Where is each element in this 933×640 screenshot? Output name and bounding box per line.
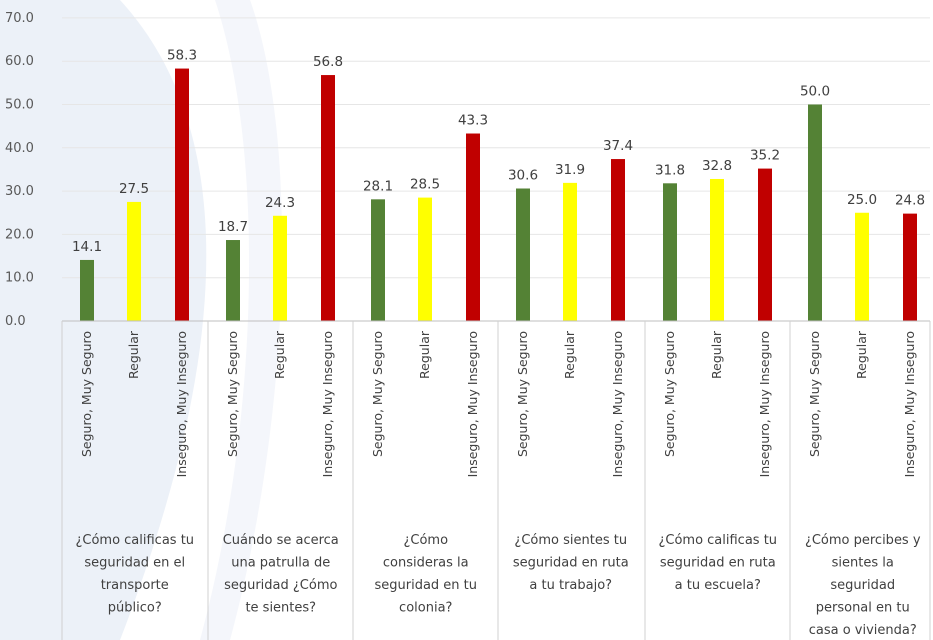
category-label: Seguro, Muy Seguro xyxy=(79,331,94,457)
bar xyxy=(758,168,772,321)
category-label: Regular xyxy=(709,330,724,379)
category-label: Seguro, Muy Seguro xyxy=(807,331,822,457)
group-label-line: seguridad en ruta xyxy=(513,556,629,571)
data-label: 14.1 xyxy=(72,239,102,255)
data-label: 58.3 xyxy=(167,48,197,64)
category-label: Regular xyxy=(854,330,869,379)
y-tick-label: 20.0 xyxy=(5,227,34,242)
category-labels: Seguro, Muy Seguro Regular Inseguro, Muy I… xyxy=(79,330,917,477)
group-label-line: seguridad en tu xyxy=(374,578,477,593)
category-label: Inseguro, Muy Inseguro xyxy=(610,331,625,477)
group-label-line: seguridad ¿Cómo xyxy=(224,578,337,593)
y-axis-ticks: 0.0 10.0 20.0 30.0 40.0 50.0 60.0 70.0 xyxy=(5,11,34,329)
bar xyxy=(273,215,287,321)
bar xyxy=(466,133,480,321)
data-label: 28.5 xyxy=(410,177,440,193)
group-label-line: ¿Cómo sientes tu xyxy=(514,533,627,548)
bar xyxy=(710,178,724,321)
data-label: 31.9 xyxy=(555,162,585,178)
group-label-line: consideras la xyxy=(383,556,469,571)
group-label-line: ¿Cómo calificas tu xyxy=(658,533,777,548)
category-label: Seguro, Muy Seguro xyxy=(662,331,677,457)
y-tick-label: 40.0 xyxy=(5,141,34,156)
data-label: 32.8 xyxy=(702,158,732,174)
group-label-line: casa o vivienda? xyxy=(809,623,917,638)
data-label: 31.8 xyxy=(655,162,685,178)
data-label: 18.7 xyxy=(218,219,248,235)
data-label: 35.2 xyxy=(750,148,780,164)
category-label: Inseguro, Muy Inseguro xyxy=(465,331,480,477)
group-label-line: transporte xyxy=(101,578,169,593)
category-label: Seguro, Muy Seguro xyxy=(515,331,530,457)
data-label: 24.3 xyxy=(265,195,295,211)
bar xyxy=(175,68,189,321)
x-axis xyxy=(61,320,931,640)
y-tick-label: 50.0 xyxy=(5,98,34,113)
bars xyxy=(80,68,917,321)
bar xyxy=(611,159,625,321)
category-label: Regular xyxy=(562,330,577,379)
group-label-line: sientes la xyxy=(832,556,894,571)
bar xyxy=(226,240,240,321)
category-label: Inseguro, Muy Inseguro xyxy=(757,331,772,477)
bar xyxy=(855,212,869,321)
data-label: 43.3 xyxy=(458,113,488,129)
category-label: Regular xyxy=(272,330,287,379)
data-labels: 14.1 27.5 58.3 18.7 24.3 56.8 28.1 28.5 43.3 30.6… xyxy=(72,48,925,255)
group-label-line: a tu escuela? xyxy=(675,578,761,593)
data-label: 50.0 xyxy=(800,84,830,100)
bar xyxy=(563,182,577,321)
bar xyxy=(418,197,432,321)
bar xyxy=(80,259,94,321)
data-label: 25.0 xyxy=(847,192,877,208)
gridlines xyxy=(62,17,930,279)
bar xyxy=(127,201,141,321)
category-label: Regular xyxy=(417,330,432,379)
bar xyxy=(808,104,822,321)
group-label-line: te sientes? xyxy=(245,601,316,616)
y-tick-label: 10.0 xyxy=(5,271,34,286)
bar xyxy=(663,183,677,321)
category-label: Inseguro, Muy Inseguro xyxy=(902,331,917,477)
bar xyxy=(516,188,530,321)
group-label-line: seguridad en ruta xyxy=(660,556,776,571)
group-label-line: ¿Cómo xyxy=(403,533,448,548)
data-label: 37.4 xyxy=(603,138,633,154)
bar xyxy=(371,199,385,321)
category-label: Inseguro, Muy Inseguro xyxy=(174,331,189,477)
data-label: 24.8 xyxy=(895,193,925,209)
y-tick-label: 60.0 xyxy=(5,54,34,69)
group-label-line: Cuándo se acerca xyxy=(223,533,339,548)
data-label: 27.5 xyxy=(119,181,149,197)
group-label-line: ¿Cómo percibes y xyxy=(805,533,921,548)
group-label-line: colonia? xyxy=(399,601,452,616)
data-label: 28.1 xyxy=(363,178,393,194)
bar xyxy=(321,75,335,321)
category-label: Inseguro, Muy Inseguro xyxy=(320,331,335,477)
y-tick-label: 30.0 xyxy=(5,184,34,199)
data-label: 30.6 xyxy=(508,168,538,184)
y-tick-label: 70.0 xyxy=(5,11,34,26)
group-label-line: una patrulla de xyxy=(231,556,330,571)
bar xyxy=(903,213,917,321)
category-label: Regular xyxy=(126,330,141,379)
group-label-line: seguridad xyxy=(830,578,895,593)
group-label-line: seguridad en el xyxy=(84,556,185,571)
category-label: Seguro, Muy Seguro xyxy=(370,331,385,457)
group-label-line: público? xyxy=(108,601,162,616)
group-label-line: personal en tu xyxy=(816,601,910,616)
group-label-line: ¿Cómo calificas tu xyxy=(75,533,194,548)
data-label: 56.8 xyxy=(313,54,343,70)
group-label-line: a tu trabajo? xyxy=(529,578,612,593)
category-label: Seguro, Muy Seguro xyxy=(225,331,240,457)
y-tick-label: 0.0 xyxy=(5,314,26,329)
group-labels: ¿Cómo calificas tu seguridad en el transpo… xyxy=(75,533,920,638)
